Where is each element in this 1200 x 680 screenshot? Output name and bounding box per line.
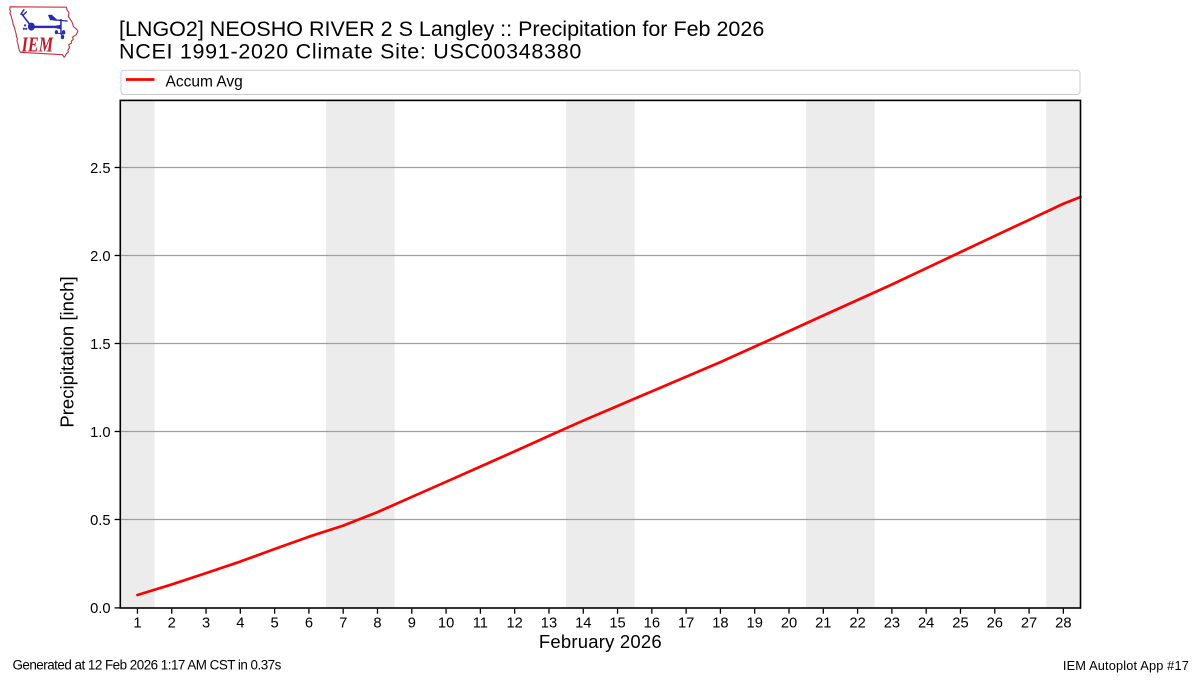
svg-text:17: 17: [678, 616, 694, 632]
svg-text:IEM: IEM: [21, 32, 54, 56]
svg-text:12: 12: [506, 616, 522, 632]
svg-text:8: 8: [373, 616, 381, 632]
svg-text:1.0: 1.0: [90, 425, 110, 441]
svg-text:Generated at 12 Feb 2026 1:17: Generated at 12 Feb 2026 1:17 AM CST in …: [13, 657, 282, 672]
svg-text:24: 24: [918, 616, 934, 632]
svg-text:2.0: 2.0: [90, 249, 110, 265]
svg-text:16: 16: [644, 616, 660, 632]
svg-text:9: 9: [408, 616, 416, 632]
svg-text:18: 18: [712, 616, 728, 632]
svg-text:[LNGO2] NEOSHO RIVER 2 S Langl: [LNGO2] NEOSHO RIVER 2 S Langley :: Prec…: [119, 17, 764, 41]
svg-text:2: 2: [168, 616, 176, 632]
svg-text:NCEI 1991-2020 Climate Site: U: NCEI 1991-2020 Climate Site: USC00348380: [119, 40, 582, 64]
svg-text:February 2026: February 2026: [539, 631, 662, 652]
svg-text:5: 5: [271, 616, 279, 632]
svg-text:15: 15: [609, 616, 625, 632]
svg-text:22: 22: [849, 616, 865, 632]
svg-text:1: 1: [133, 616, 141, 632]
svg-text:28: 28: [1055, 616, 1071, 632]
svg-text:6: 6: [305, 616, 313, 632]
svg-text:20: 20: [781, 616, 797, 632]
svg-text:7: 7: [339, 616, 347, 632]
svg-text:19: 19: [747, 616, 763, 632]
svg-text:IEM Autoplot App #17: IEM Autoplot App #17: [1063, 658, 1189, 673]
svg-text:26: 26: [987, 616, 1003, 632]
svg-text:14: 14: [575, 616, 591, 632]
svg-text:10: 10: [438, 616, 454, 632]
svg-text:13: 13: [541, 616, 557, 632]
svg-text:Accum Avg: Accum Avg: [166, 74, 243, 91]
svg-text:Precipitation [inch]: Precipitation [inch]: [57, 276, 78, 427]
svg-text:0.5: 0.5: [90, 513, 110, 529]
svg-text:27: 27: [1021, 616, 1037, 632]
svg-text:23: 23: [884, 616, 900, 632]
svg-text:0.0: 0.0: [90, 601, 110, 617]
svg-text:4: 4: [236, 616, 244, 632]
svg-text:3: 3: [202, 616, 210, 632]
svg-text:1.5: 1.5: [90, 337, 110, 353]
svg-text:25: 25: [952, 616, 968, 632]
svg-text:21: 21: [815, 616, 831, 632]
svg-text:2.5: 2.5: [90, 161, 110, 177]
svg-text:11: 11: [473, 616, 488, 632]
